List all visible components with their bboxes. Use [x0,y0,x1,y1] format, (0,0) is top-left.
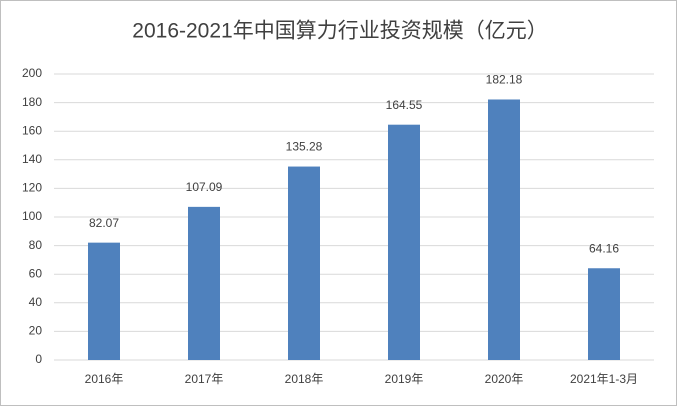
y-tick-label: 180 [22,95,42,109]
y-tick-label: 200 [22,66,42,80]
data-label: 164.55 [386,98,423,112]
y-tick-label: 0 [35,352,42,366]
x-tick-label: 2018年 [285,372,324,386]
bar [288,166,320,360]
data-label: 135.28 [286,140,323,154]
y-tick-label: 60 [29,266,43,280]
y-tick-label: 160 [22,123,42,137]
bar [488,99,520,360]
bar [188,206,220,360]
data-label: 182.18 [486,73,523,87]
x-tick-label: 2020年 [485,372,524,386]
y-tick-label: 120 [22,181,42,195]
x-tick-label: 2021年1-3月 [570,372,638,386]
bar [388,124,420,360]
y-tick-label: 80 [29,238,43,252]
y-tick-label: 140 [22,152,42,166]
y-tick-label: 100 [22,209,42,223]
bar [588,268,620,360]
chart-title: 2016-2021年中国算力行业投资规模（亿元） [132,20,547,43]
data-label: 82.07 [89,216,119,230]
y-tick-label: 40 [29,295,43,309]
x-tick-label: 2017年 [185,372,224,386]
y-tick-label: 20 [29,324,43,338]
x-tick-label: 2019年 [385,372,424,386]
bar [88,242,120,360]
data-label: 64.16 [589,241,619,255]
data-label: 107.09 [186,180,223,194]
x-tick-label: 2016年 [85,372,124,386]
